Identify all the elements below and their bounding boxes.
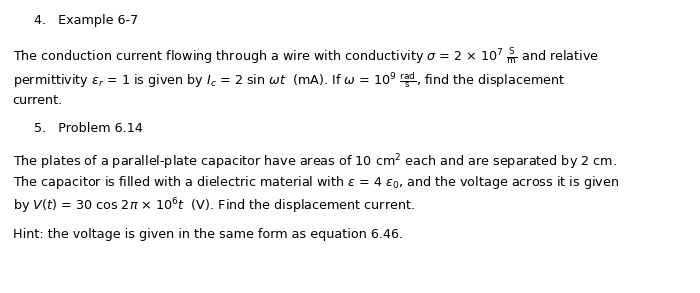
- Text: permittivity $\varepsilon_r$ = 1 is given by $I_c$ = 2 sin $\omega t$  (mA). If : permittivity $\varepsilon_r$ = 1 is give…: [13, 70, 565, 90]
- Text: Hint: the voltage is given in the same form as equation 6.46.: Hint: the voltage is given in the same f…: [13, 228, 402, 241]
- Text: 4.   Example 6-7: 4. Example 6-7: [34, 14, 138, 27]
- Text: The capacitor is filled with a dielectric material with $\epsilon$ = 4 $\varepsi: The capacitor is filled with a dielectri…: [13, 174, 619, 191]
- Text: The plates of a parallel-plate capacitor have areas of 10 cm$^2$ each and are se: The plates of a parallel-plate capacitor…: [13, 152, 617, 172]
- Text: current.: current.: [13, 94, 63, 107]
- Text: 5.   Problem 6.14: 5. Problem 6.14: [34, 122, 143, 135]
- Text: The conduction current flowing through a wire with conductivity $\sigma$ = 2 $\t: The conduction current flowing through a…: [13, 46, 598, 67]
- Text: by $V(t)$ = 30 cos 2$\pi$ $\times$ 10$^6$$t$  (V). Find the displacement current: by $V(t)$ = 30 cos 2$\pi$ $\times$ 10$^6…: [13, 196, 414, 216]
